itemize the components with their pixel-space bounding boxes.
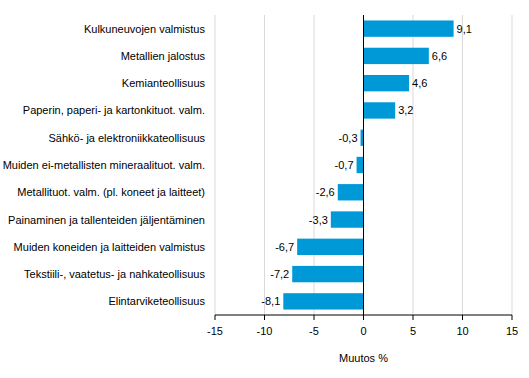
- tick-mark: [363, 315, 364, 320]
- data-label: -0,7: [335, 159, 354, 171]
- bar: [292, 266, 363, 282]
- data-label: 6,6: [432, 50, 447, 62]
- category-label: Sähkö- ja elektroniikkateollisuus: [48, 132, 205, 144]
- bars: [283, 20, 453, 309]
- grid-line: [462, 15, 463, 315]
- bar: [283, 293, 363, 309]
- bar: [364, 102, 396, 118]
- category-label: Tekstiili-, vaatetus- ja nahkateollisuus: [24, 268, 205, 280]
- category-label: Muiden koneiden ja laitteiden valmistus: [14, 241, 206, 253]
- tick-label: -10: [257, 325, 273, 337]
- tick-mark: [413, 315, 414, 320]
- grid-line: [512, 15, 513, 315]
- data-label: -6,7: [275, 241, 294, 253]
- category-label: Kemianteollisuus: [122, 77, 206, 89]
- tick-mark: [215, 315, 216, 320]
- data-label: -3,3: [309, 214, 328, 226]
- tick-mark: [264, 315, 265, 320]
- data-label: 9,1: [457, 23, 472, 35]
- tick-mark: [512, 315, 513, 320]
- bar: [364, 75, 410, 91]
- data-label: -0,3: [339, 132, 358, 144]
- category-label: Metallituot. valm. (pl. koneet ja laitte…: [17, 186, 205, 198]
- bar: [364, 48, 429, 64]
- data-label: 4,6: [412, 77, 427, 89]
- grid-line: [363, 15, 364, 315]
- data-label: -8,1: [261, 295, 280, 307]
- bar: [357, 157, 364, 173]
- tick-label: 5: [410, 325, 416, 337]
- tick-label: 0: [360, 325, 366, 337]
- category-label: Paperin, paperi- ja kartonkituot. valm.: [23, 104, 205, 116]
- category-label: Muiden ei-metallisten mineraalituot. val…: [3, 159, 205, 171]
- axis-label: Muutos %: [339, 352, 388, 364]
- category-label: Elintarviketeollisuus: [108, 295, 205, 307]
- tick-mark: [462, 315, 463, 320]
- zero-line: [363, 15, 364, 315]
- bar: [338, 184, 364, 200]
- data-label: -7,2: [270, 268, 289, 280]
- tick-label: -5: [309, 325, 319, 337]
- bar: [364, 20, 454, 36]
- tick-label: 10: [456, 325, 468, 337]
- grid-line: [215, 15, 216, 315]
- category-label: Painaminen ja tallenteiden jäljentäminen: [8, 214, 205, 226]
- bar: [331, 211, 364, 227]
- bar: [297, 239, 363, 255]
- data-label: 3,2: [398, 104, 413, 116]
- grid-line: [264, 15, 265, 315]
- category-label: Metallien jalostus: [121, 50, 206, 62]
- data-label: -2,6: [316, 186, 335, 198]
- tick-label: -15: [207, 325, 223, 337]
- category-label: Kulkuneuvojen valmistus: [84, 23, 206, 35]
- chart: -15 -10 -5 0 5 10 15 Kulkuneuvojen valmistus 9,1…: [0, 0, 529, 378]
- tick-label: 15: [506, 325, 518, 337]
- tick-mark: [314, 315, 315, 320]
